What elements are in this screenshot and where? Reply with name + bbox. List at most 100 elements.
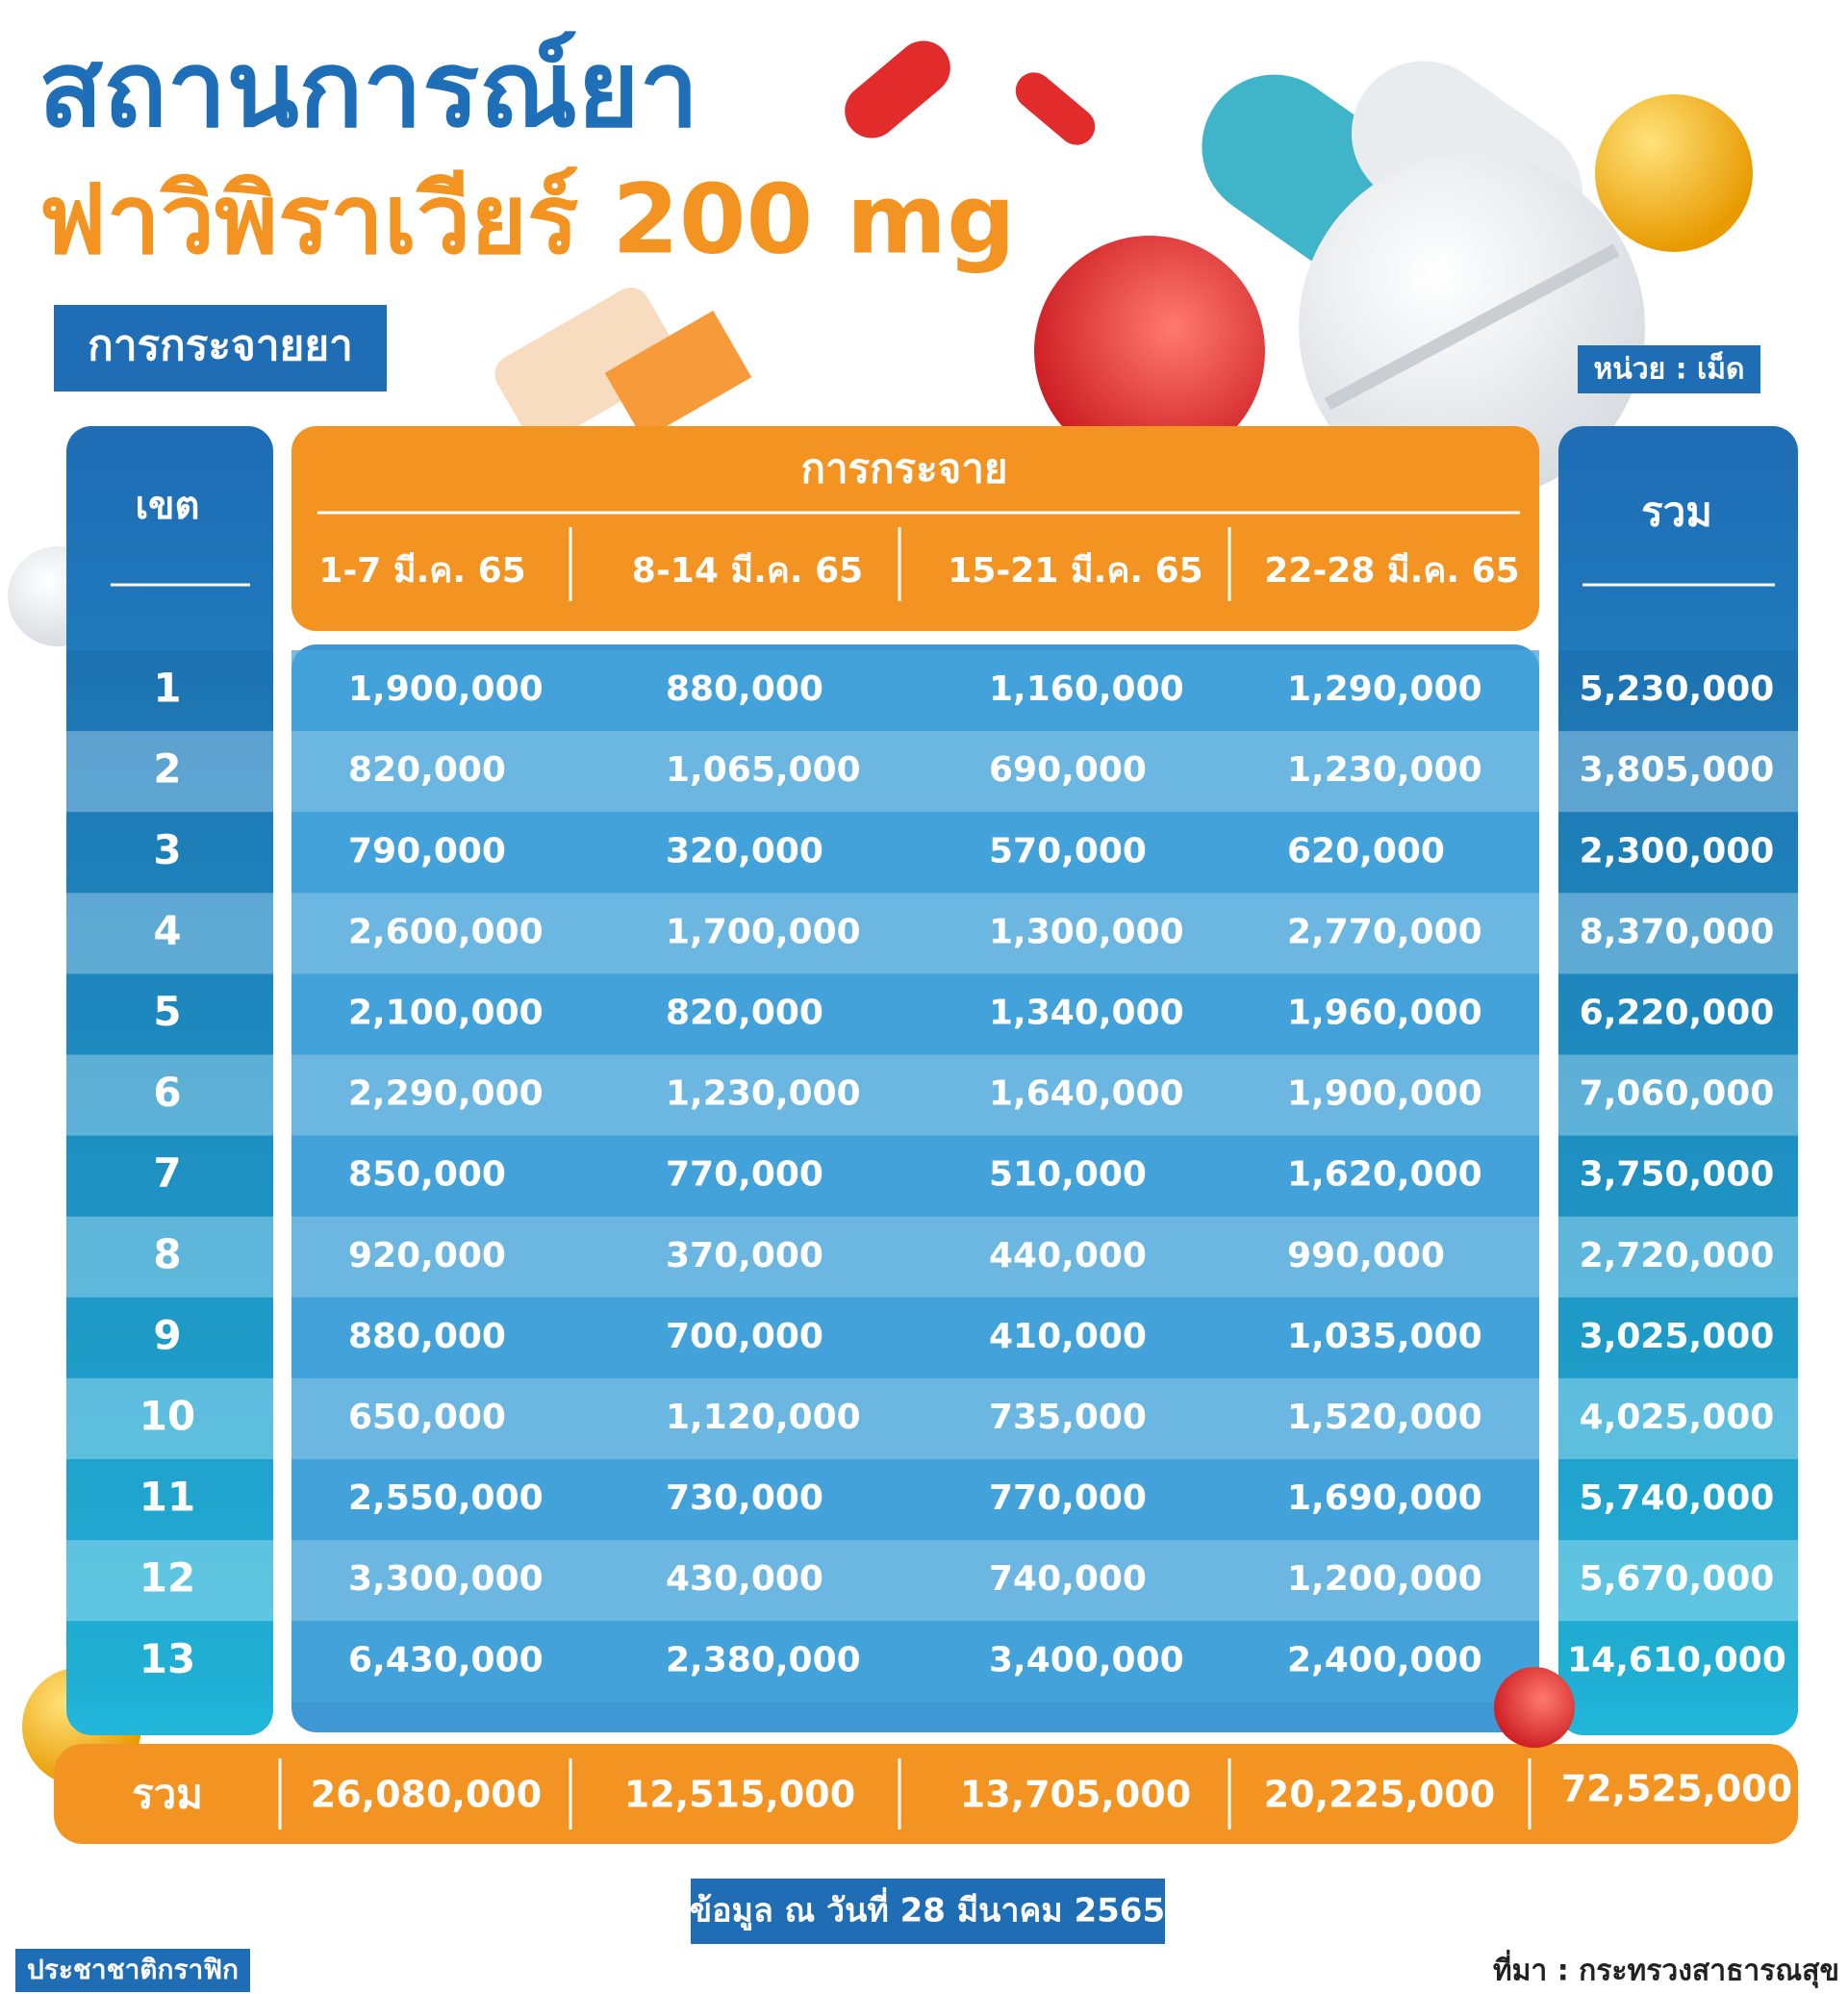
source: ที่มา : กระทรวงสาธารณสุข bbox=[1493, 1950, 1839, 1989]
cell-value: 2,380,000 bbox=[666, 1640, 861, 1679]
zone-band bbox=[66, 1540, 273, 1622]
cell-value: 1,900,000 bbox=[1287, 1074, 1482, 1114]
cell-value: 1,200,000 bbox=[1287, 1559, 1482, 1599]
cell-value: 920,000 bbox=[348, 1236, 506, 1275]
total-band bbox=[1558, 1216, 1798, 1298]
cell-value: 735,000 bbox=[989, 1398, 1147, 1437]
zone-number: 1 bbox=[153, 665, 181, 712]
cell-value: 1,035,000 bbox=[1287, 1317, 1482, 1356]
row-band bbox=[291, 973, 1539, 1055]
zone-number: 9 bbox=[153, 1311, 181, 1358]
total-band bbox=[1558, 1377, 1798, 1459]
row-band bbox=[291, 1297, 1539, 1378]
row-total: 5,740,000 bbox=[1580, 1478, 1775, 1518]
cell-value: 3,300,000 bbox=[348, 1559, 544, 1599]
zone-number: 12 bbox=[139, 1554, 195, 1602]
row-total: 3,805,000 bbox=[1580, 750, 1775, 790]
unit-label: หน่วย : เม็ด bbox=[1593, 351, 1744, 387]
zone-number: 2 bbox=[153, 745, 181, 793]
cell-value: 1,160,000 bbox=[989, 669, 1184, 709]
cell-value: 1,230,000 bbox=[666, 1074, 861, 1114]
footer-value: 20,225,000 bbox=[1264, 1774, 1495, 1816]
cell-value: 820,000 bbox=[666, 993, 823, 1032]
cell-value: 880,000 bbox=[348, 1317, 506, 1356]
cell-value: 320,000 bbox=[666, 831, 823, 871]
zone-band bbox=[66, 650, 273, 732]
cell-value: 1,690,000 bbox=[1287, 1478, 1482, 1518]
cell-value: 730,000 bbox=[666, 1478, 823, 1518]
row-total: 2,300,000 bbox=[1580, 831, 1775, 871]
row-band bbox=[291, 1216, 1539, 1298]
cell-value: 740,000 bbox=[989, 1559, 1147, 1599]
zone-number: 5 bbox=[153, 988, 181, 1035]
unit-label-box bbox=[1578, 345, 1760, 393]
row-band bbox=[291, 1135, 1539, 1217]
footer-bar bbox=[54, 1744, 1798, 1844]
cell-value: 370,000 bbox=[666, 1236, 823, 1275]
cell-value: 770,000 bbox=[666, 1155, 823, 1195]
cell-value: 1,900,000 bbox=[348, 669, 544, 709]
cell-value: 1,640,000 bbox=[989, 1074, 1184, 1114]
row-band bbox=[291, 1621, 1539, 1703]
zone-number: 11 bbox=[139, 1474, 195, 1521]
group-header: การกระจาย bbox=[801, 445, 1008, 492]
row-band bbox=[291, 893, 1539, 974]
column-header: 1-7 มี.ค. 65 bbox=[318, 551, 525, 591]
cell-value: 2,100,000 bbox=[348, 993, 544, 1032]
total-header: รวม bbox=[1641, 489, 1712, 536]
cell-value: 1,065,000 bbox=[666, 750, 861, 790]
zone-number: 8 bbox=[153, 1230, 181, 1277]
row-band bbox=[291, 650, 1539, 732]
row-total: 4,025,000 bbox=[1580, 1398, 1775, 1437]
cell-value: 1,230,000 bbox=[1287, 750, 1482, 790]
total-band bbox=[1558, 893, 1798, 974]
row-total: 8,370,000 bbox=[1580, 912, 1775, 951]
footer-value: 13,705,000 bbox=[960, 1774, 1191, 1816]
rows: 1 1,900,000 880,000 1,160,000 1,290,000 5,230… bbox=[66, 650, 1798, 1703]
cell-value: 1,520,000 bbox=[1287, 1398, 1482, 1437]
total-band bbox=[1558, 1540, 1798, 1622]
row-band bbox=[291, 1459, 1539, 1541]
cell-value: 3,400,000 bbox=[989, 1640, 1184, 1679]
cell-value: 1,120,000 bbox=[666, 1398, 861, 1437]
zone-number: 13 bbox=[139, 1635, 195, 1682]
column-header: 8-14 มี.ค. 65 bbox=[632, 551, 863, 591]
zone-band bbox=[66, 731, 273, 813]
row-total: 5,230,000 bbox=[1580, 669, 1775, 709]
cell-value: 1,700,000 bbox=[666, 912, 861, 951]
footer-value: 12,515,000 bbox=[624, 1774, 855, 1816]
cell-value: 1,340,000 bbox=[989, 993, 1184, 1032]
zone-number: 3 bbox=[153, 826, 181, 873]
zone-number: 4 bbox=[153, 907, 181, 954]
zone-column bbox=[66, 426, 273, 1735]
row-band bbox=[291, 1540, 1539, 1622]
date-note: ข้อมูล ณ วันที่ 28 มีนาคม 2565 bbox=[690, 1887, 1165, 1931]
brand: ประชาชาติกราฟิก bbox=[27, 1954, 239, 1985]
total-band bbox=[1558, 731, 1798, 813]
zone-number: 6 bbox=[153, 1069, 181, 1116]
section-label: การกระจายยา bbox=[88, 321, 353, 370]
zone-band bbox=[66, 1377, 273, 1459]
cell-value: 570,000 bbox=[989, 831, 1147, 871]
row-band bbox=[291, 731, 1539, 813]
zone-band bbox=[66, 1054, 273, 1136]
zone-band bbox=[66, 1216, 273, 1298]
row-band bbox=[291, 1054, 1539, 1136]
zone-band bbox=[66, 812, 273, 894]
total-band bbox=[1558, 973, 1798, 1055]
cell-value: 510,000 bbox=[989, 1155, 1147, 1195]
footer-total: 72,525,000 bbox=[1561, 1768, 1792, 1810]
total-column bbox=[1558, 426, 1798, 1735]
cell-value: 690,000 bbox=[989, 750, 1147, 790]
date-note-box bbox=[691, 1879, 1165, 1944]
total-band bbox=[1558, 1054, 1798, 1136]
column-header: 22-28 มี.ค. 65 bbox=[1264, 551, 1519, 591]
cell-value: 1,300,000 bbox=[989, 912, 1184, 951]
cell-value: 850,000 bbox=[348, 1155, 506, 1195]
cell-value: 2,290,000 bbox=[348, 1074, 544, 1114]
cell-value: 6,430,000 bbox=[348, 1640, 544, 1679]
column-header: 15-21 มี.ค. 65 bbox=[948, 551, 1202, 591]
row-total: 2,720,000 bbox=[1580, 1236, 1775, 1275]
